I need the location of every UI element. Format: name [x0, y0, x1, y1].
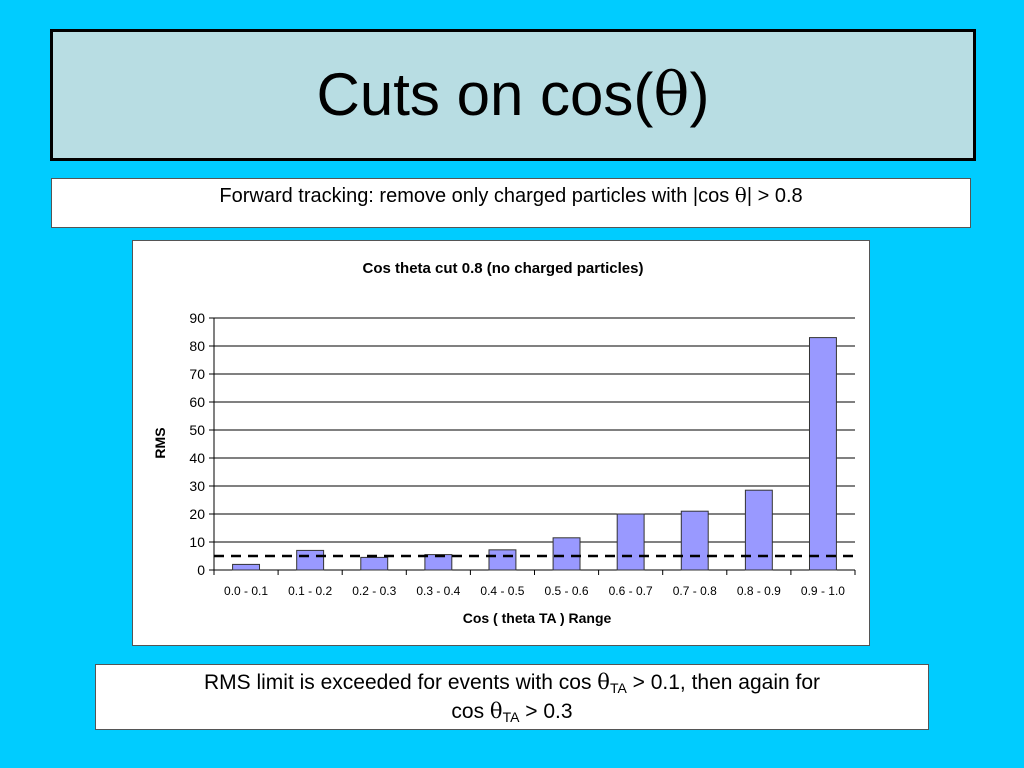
bar	[680, 510, 709, 571]
slide-title-box: Cuts on cos(θ)	[50, 29, 976, 161]
subtitle-suffix: | > 0.8	[746, 185, 803, 207]
bar	[744, 489, 773, 571]
bar	[424, 554, 453, 571]
note-line2-prefix: cos	[451, 700, 490, 723]
plot-area: 0 10 20 30 40 50 60 70 80 90 0.0 - 0.1 0.1 - 0.2 0.2…	[189, 310, 856, 598]
x-tick-label: 0.8 - 0.9	[737, 584, 781, 598]
x-tick-label: 0.0 - 0.1	[224, 584, 268, 598]
y-tick-label: 50	[189, 422, 205, 438]
y-tick-label: 30	[189, 478, 205, 494]
subtitle-box: Forward tracking: remove only charged pa…	[51, 178, 971, 228]
y-tick-label: 20	[189, 506, 205, 522]
y-tick-label: 60	[189, 394, 205, 410]
chart-container: Cos theta cut 0.8 (no charged particles)…	[132, 240, 870, 646]
slide-title: Cuts on cos(θ)	[317, 60, 710, 130]
bar-chart: Cos theta cut 0.8 (no charged particles)…	[152, 260, 856, 626]
x-axis-label: Cos ( theta TA ) Range	[463, 610, 612, 626]
bar	[616, 513, 645, 571]
note-line-2: cos θTA > 0.3	[96, 697, 928, 726]
title-prefix: Cuts on cos(	[316, 61, 654, 128]
note-box: RMS limit is exceeded for events with co…	[95, 664, 929, 730]
note-line-1: RMS limit is exceeded for events with co…	[96, 668, 928, 697]
x-tick-label: 0.6 - 0.7	[609, 584, 653, 598]
note-line2-suffix: > 0.3	[519, 700, 573, 723]
bar	[808, 337, 837, 571]
x-tick-label: 0.2 - 0.3	[352, 584, 396, 598]
x-tick-label: 0.1 - 0.2	[288, 584, 332, 598]
subtitle-theta: θ	[734, 183, 747, 207]
note-sub-1: TA	[609, 680, 627, 696]
y-tick-label: 40	[189, 450, 205, 466]
y-tick-label: 0	[197, 562, 205, 578]
chart-title: Cos theta cut 0.8 (no charged particles)	[363, 260, 644, 277]
bar	[488, 549, 517, 571]
y-tick-label: 70	[189, 366, 205, 382]
x-tick-label: 0.3 - 0.4	[416, 584, 460, 598]
bar	[232, 563, 261, 571]
note-theta-2: θ	[489, 699, 503, 723]
title-theta: θ	[653, 60, 690, 130]
y-axis-label: RMS	[152, 427, 168, 458]
bar	[360, 556, 389, 571]
y-tick-label: 10	[189, 534, 205, 550]
y-tick-label: 80	[189, 338, 205, 354]
x-tick-label: 0.4 - 0.5	[480, 584, 524, 598]
subtitle-prefix: Forward tracking: remove only charged pa…	[219, 185, 735, 207]
y-tick-label: 90	[189, 310, 205, 326]
x-tick-label: 0.5 - 0.6	[545, 584, 589, 598]
note-theta-1: θ	[597, 670, 610, 694]
note-line1-prefix: RMS limit is exceeded for events with co…	[203, 671, 598, 694]
note-sub-2: TA	[502, 709, 520, 725]
x-tick-label: 0.9 - 1.0	[801, 584, 845, 598]
bar	[296, 549, 325, 571]
x-tick-label: 0.7 - 0.8	[673, 584, 717, 598]
title-suffix: )	[689, 61, 710, 128]
bar	[552, 537, 581, 571]
note-line1-suffix: > 0.1, then again for	[626, 671, 821, 694]
